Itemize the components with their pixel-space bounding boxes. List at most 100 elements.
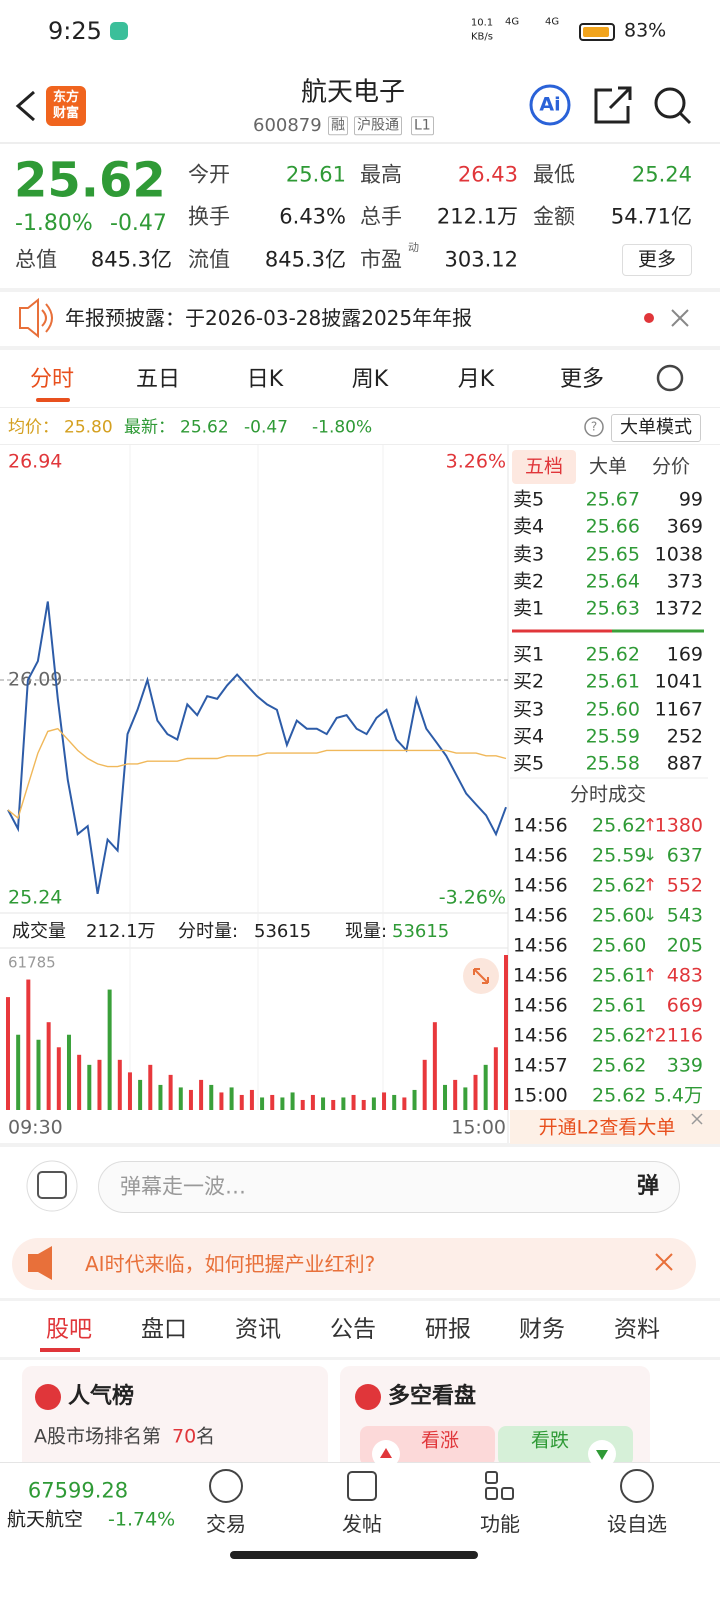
period-tab[interactable]: 月K: [457, 366, 495, 392]
function-icon[interactable]: [485, 1487, 498, 1500]
order-tab[interactable]: 五档: [524, 455, 564, 478]
trade-time: 14:57: [513, 1054, 568, 1077]
mode-button[interactable]: 大单模式: [620, 417, 692, 439]
mode-button[interactable]: [611, 414, 701, 442]
post-icon[interactable]: [347, 1471, 377, 1501]
period-tab[interactable]: 五日: [135, 366, 181, 392]
volume-bar: [158, 1084, 163, 1110]
danmaku-button[interactable]: [26, 1160, 78, 1212]
volume-bar: [473, 1074, 478, 1110]
volume-bar: [209, 1084, 214, 1110]
order-tab[interactable]: 分价: [651, 455, 691, 478]
section-tab[interactable]: 盘口: [141, 1316, 187, 1343]
expand-icon[interactable]: [473, 968, 489, 984]
search-icon[interactable]: [654, 87, 686, 119]
help-icon[interactable]: [584, 417, 604, 437]
trade-volume: 1380: [654, 814, 703, 837]
nav-item[interactable]: 发帖: [342, 1512, 382, 1536]
rank-icon: [35, 1384, 61, 1410]
comment-placeholder[interactable]: 弹幕走一波…: [120, 1174, 246, 1199]
volume-bar: [453, 1079, 458, 1110]
card-title[interactable]: 多空看盘: [388, 1383, 477, 1409]
period-tab[interactable]: 周K: [351, 366, 389, 392]
close-icon[interactable]: [671, 309, 689, 327]
field-value: 54.71亿: [610, 204, 692, 229]
trade-arrow: ↑: [642, 875, 658, 896]
period-tab[interactable]: 更多: [559, 366, 605, 392]
l2-link[interactable]: 开通L2查看大单: [538, 1116, 676, 1139]
comment-input[interactable]: [98, 1161, 680, 1213]
trade-price: 25.59: [592, 844, 647, 867]
volume-bar: [290, 1092, 295, 1110]
ai-icon[interactable]: [529, 84, 571, 126]
card-title[interactable]: 人气榜: [68, 1383, 135, 1409]
volume-bar: [341, 1097, 346, 1110]
search-icon[interactable]: [678, 111, 692, 125]
battery: 83%: [624, 19, 667, 42]
function-icon[interactable]: [501, 1487, 514, 1500]
volume-bar: [504, 955, 508, 1110]
settings-icon[interactable]: [656, 364, 684, 392]
trade-price: 25.62: [592, 1024, 647, 1047]
trade-arrow: ↑: [642, 965, 658, 986]
trade-volume: 2116: [654, 1024, 703, 1047]
trade-time: 14:56: [513, 904, 568, 927]
close-icon[interactable]: [691, 1113, 703, 1125]
volume-label[interactable]: 成交量: [12, 921, 66, 943]
period-tab[interactable]: 日K: [246, 366, 284, 392]
separator: [0, 142, 720, 144]
volume-bar: [493, 1047, 498, 1110]
section-tab[interactable]: 资讯: [235, 1316, 281, 1343]
l2-strip[interactable]: [510, 1110, 720, 1144]
banner[interactable]: [12, 1238, 696, 1290]
close-icon[interactable]: [655, 1253, 673, 1271]
volume-bar: [432, 1022, 437, 1110]
trade-time: 14:56: [513, 844, 568, 867]
nav-item[interactable]: 功能: [480, 1512, 520, 1536]
more-button[interactable]: [622, 244, 692, 276]
back-icon[interactable]: [15, 90, 35, 122]
volume-bar: [77, 1054, 82, 1110]
danmaku-send[interactable]: 弹: [636, 1173, 660, 1199]
bull-label[interactable]: 看涨: [420, 1429, 460, 1452]
danmaku-icon[interactable]: [37, 1171, 67, 1199]
share-icon[interactable]: [594, 86, 632, 124]
unread-dot: [644, 313, 654, 323]
section-tab[interactable]: 财务: [519, 1316, 565, 1343]
period-tab[interactable]: 分时: [29, 366, 75, 392]
function-icon[interactable]: [485, 1471, 498, 1484]
section-tab[interactable]: 股吧: [46, 1316, 92, 1343]
separator: [0, 288, 720, 292]
section-tab[interactable]: 资料: [614, 1316, 660, 1343]
section-tab[interactable]: 研报: [425, 1316, 471, 1343]
banner-text[interactable]: AI时代来临，如何把握产业红利?: [85, 1252, 376, 1276]
field-label: 换手: [188, 204, 230, 229]
help[interactable]: ?: [590, 419, 598, 434]
nav-item[interactable]: 交易: [206, 1512, 246, 1536]
volume-bar: [422, 1059, 427, 1110]
trade-arrow: ↑: [642, 1025, 658, 1046]
card[interactable]: [22, 1366, 328, 1476]
order-tab[interactable]: 大单: [588, 455, 628, 478]
order-tab-active[interactable]: [512, 450, 576, 484]
app-icon: [110, 22, 128, 40]
book-price: 25.58: [585, 752, 640, 775]
more-button[interactable]: 更多: [637, 248, 677, 271]
home-indicator: [230, 1551, 478, 1559]
bear-label[interactable]: 看跌: [530, 1429, 570, 1452]
section-tab[interactable]: 公告: [330, 1316, 376, 1343]
volume-bar: [168, 1074, 173, 1110]
volume-bar: [107, 989, 112, 1110]
watchlist-icon[interactable]: [620, 1469, 654, 1503]
field-value: 26.43: [457, 162, 518, 187]
volume-bar: [412, 1089, 417, 1110]
book-label: 买2: [513, 670, 545, 693]
trade-icon[interactable]: [209, 1469, 243, 1503]
ai-button[interactable]: Ai: [539, 93, 561, 116]
book-price: 25.67: [585, 488, 640, 511]
book-volume: 1038: [654, 543, 703, 566]
field-label: 总手: [360, 204, 402, 229]
nav-item[interactable]: 设自选: [607, 1512, 667, 1536]
